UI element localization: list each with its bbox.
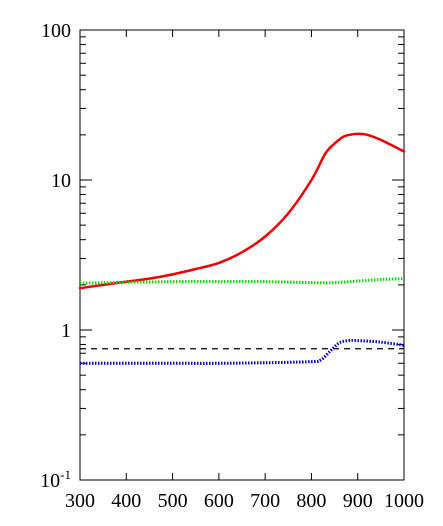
y-tick-label: 1: [61, 320, 71, 342]
x-tick-label: 900: [343, 490, 373, 512]
series-green-dotted-line: [79, 277, 405, 285]
x-tick-label: 700: [250, 490, 280, 512]
y-tick-label-base: 10: [40, 470, 60, 492]
x-tick-label: 500: [158, 490, 188, 512]
series-group: [78, 132, 406, 365]
y-tick-label: 10-1: [40, 467, 71, 492]
x-tick-label: 600: [204, 490, 234, 512]
series-blue-dotted-line: [80, 338, 405, 365]
y-tick-label-exponent: -1: [60, 467, 71, 482]
y-tick-label: 10: [51, 170, 71, 192]
y-tick-label: 100: [41, 20, 71, 42]
plot-frame: [79, 29, 405, 481]
x-tick-label: 300: [65, 490, 95, 512]
x-tick-label: 1000: [384, 490, 424, 512]
x-tick-label: 800: [296, 490, 326, 512]
axis-ticks: [79, 29, 405, 481]
x-tick-label: 400: [111, 490, 141, 512]
series-red-solid-line: [78, 132, 406, 290]
